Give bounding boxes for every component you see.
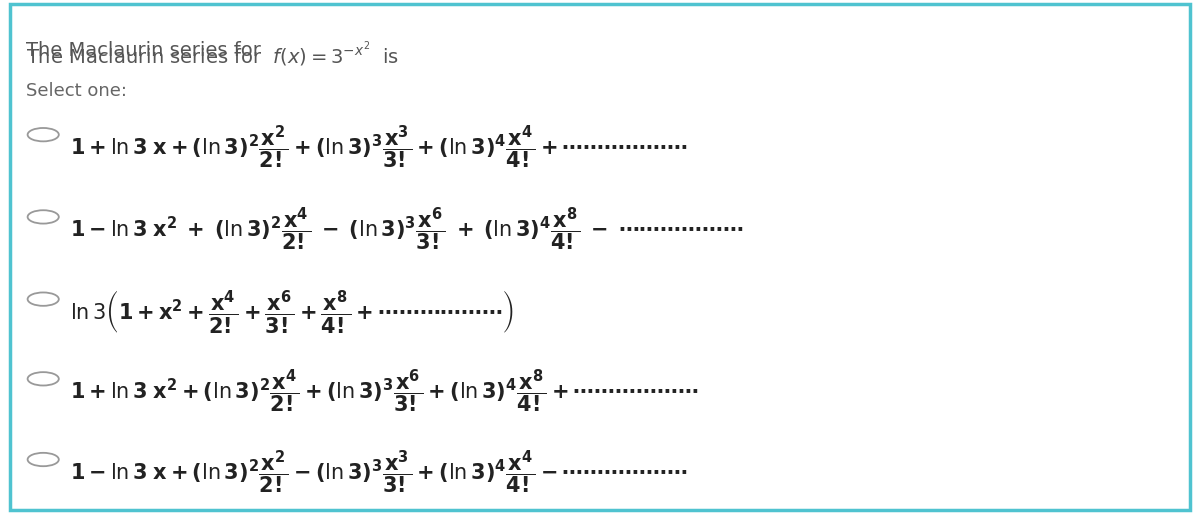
FancyBboxPatch shape bbox=[10, 4, 1190, 510]
Text: $\mathit{\ln3}\mathbf{\left(1 + x^2 + \dfrac{x^4}{2!} + \dfrac{x^6}{3!} + \dfrac: $\mathit{\ln3}\mathbf{\left(1 + x^2 + \d… bbox=[70, 288, 514, 335]
Text: $\mathbf{1 - \ln3\; x + (\ln3)^2\dfrac{x^2}{2!} - (\ln3)^3\dfrac{x^3}{3!} + (\ln: $\mathbf{1 - \ln3\; x + (\ln3)^2\dfrac{x… bbox=[70, 448, 688, 496]
Text: $\mathbf{1 - \ln3\; x^2 \;+\; (\ln3)^2\dfrac{x^4}{2!} \;-\; (\ln3)^3\dfrac{x^6}{: $\mathbf{1 - \ln3\; x^2 \;+\; (\ln3)^2\d… bbox=[70, 206, 743, 253]
Text: $\mathbf{1 + \ln3\; x + (\ln3)^2\dfrac{x^2}{2!} + (\ln3)^3\dfrac{x^3}{3!} + (\ln: $\mathbf{1 + \ln3\; x + (\ln3)^2\dfrac{x… bbox=[70, 123, 688, 171]
Text: The Maclaurin series for  $f(x)=3^{-x^2}$  is: The Maclaurin series for $f(x)=3^{-x^2}$… bbox=[26, 41, 400, 69]
Text: Select one:: Select one: bbox=[26, 82, 127, 100]
Text: The Maclaurin series for: The Maclaurin series for bbox=[26, 41, 274, 60]
Text: $\mathbf{1 + \ln3\; x^2 + (\ln3)^2\dfrac{x^4}{2!} + (\ln3)^3\dfrac{x^6}{3!} + (\: $\mathbf{1 + \ln3\; x^2 + (\ln3)^2\dfrac… bbox=[70, 368, 698, 415]
